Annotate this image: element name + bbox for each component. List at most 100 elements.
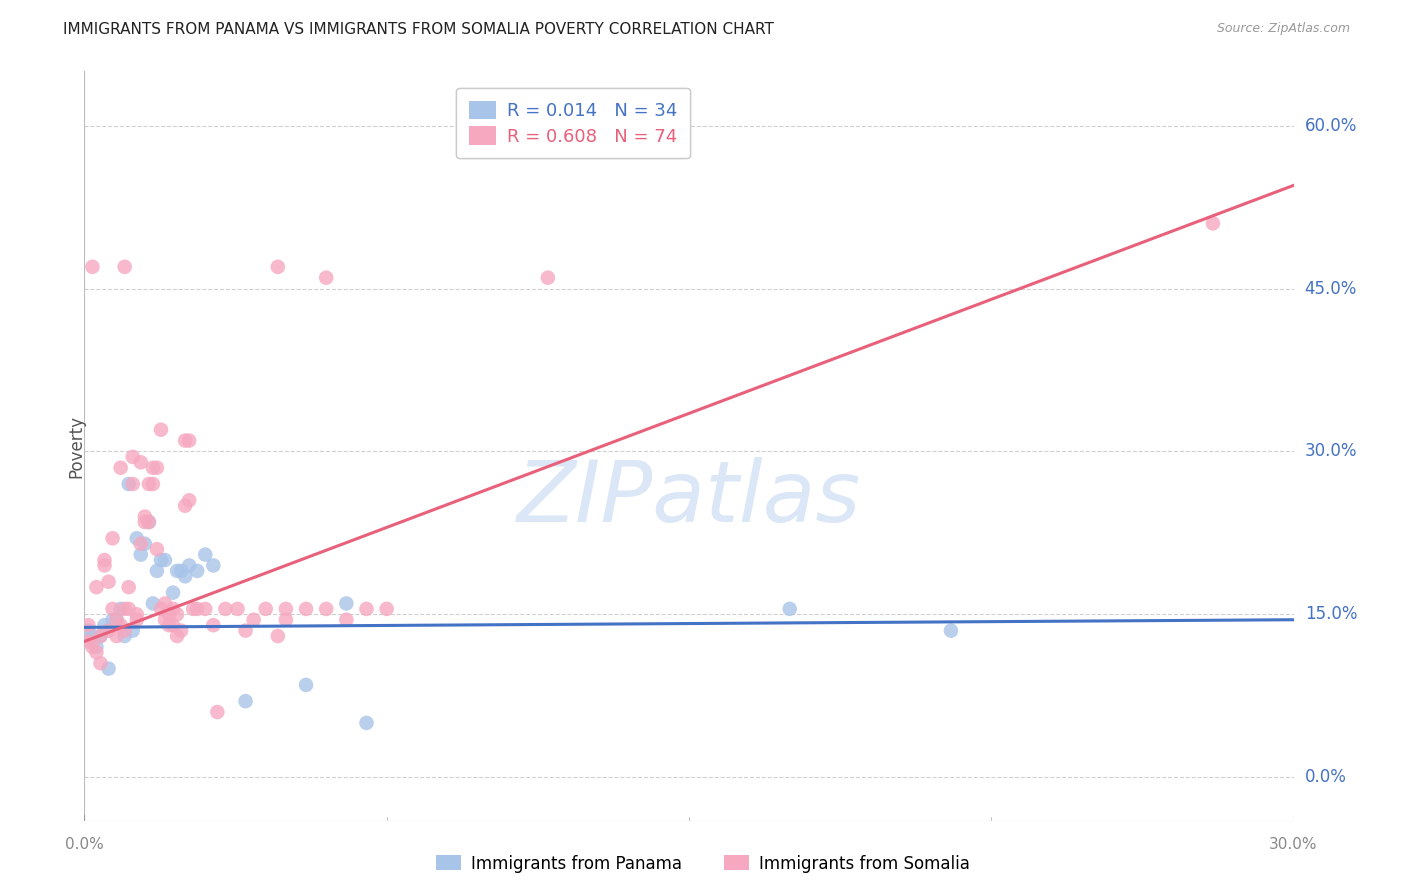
Point xyxy=(202,558,225,573)
Point xyxy=(89,629,111,643)
Point xyxy=(105,629,128,643)
Point xyxy=(142,477,165,491)
Point xyxy=(105,613,128,627)
Point xyxy=(93,558,115,573)
Text: 30.0%: 30.0% xyxy=(1305,442,1357,460)
Point xyxy=(110,618,132,632)
Text: ZIPatlas: ZIPatlas xyxy=(517,457,860,540)
Point xyxy=(153,597,176,611)
Point xyxy=(121,477,143,491)
Point xyxy=(142,460,165,475)
Point xyxy=(149,423,172,437)
Point xyxy=(138,477,160,491)
Point xyxy=(118,580,141,594)
Point xyxy=(356,602,378,616)
Point xyxy=(162,618,184,632)
Point xyxy=(138,515,160,529)
Point xyxy=(89,656,111,670)
Point xyxy=(335,613,357,627)
Point xyxy=(146,542,169,557)
Point xyxy=(174,499,197,513)
Point xyxy=(77,618,100,632)
Text: 15.0%: 15.0% xyxy=(1305,606,1357,624)
Point xyxy=(170,624,193,638)
Point xyxy=(153,553,176,567)
Point xyxy=(1202,216,1225,230)
Point xyxy=(114,629,136,643)
Point xyxy=(146,564,169,578)
Point xyxy=(295,602,318,616)
Point xyxy=(315,270,337,285)
Point xyxy=(77,624,100,638)
Point xyxy=(77,634,100,648)
Point xyxy=(149,602,172,616)
Point xyxy=(162,602,184,616)
Point xyxy=(162,585,184,599)
Point xyxy=(142,597,165,611)
Point xyxy=(186,564,208,578)
Point xyxy=(537,270,560,285)
Point xyxy=(101,613,124,627)
Point xyxy=(110,460,132,475)
Point xyxy=(356,715,378,730)
Point xyxy=(235,694,257,708)
Point xyxy=(174,434,197,448)
Point xyxy=(174,569,197,583)
Point xyxy=(153,613,176,627)
Point xyxy=(97,662,120,676)
Point xyxy=(114,624,136,638)
Text: 30.0%: 30.0% xyxy=(1270,837,1317,852)
Point xyxy=(86,645,108,659)
Point xyxy=(194,602,217,616)
Point xyxy=(235,624,257,638)
Point xyxy=(129,548,152,562)
Point xyxy=(125,607,148,622)
Point xyxy=(207,705,229,719)
Point xyxy=(101,531,124,545)
Point xyxy=(194,548,217,562)
Point xyxy=(121,450,143,464)
Point xyxy=(114,602,136,616)
Legend: R = 0.014   N = 34, R = 0.608   N = 74: R = 0.014 N = 34, R = 0.608 N = 74 xyxy=(456,88,690,158)
Point xyxy=(202,618,225,632)
Point xyxy=(226,602,249,616)
Point xyxy=(157,607,180,622)
Point xyxy=(274,602,297,616)
Point xyxy=(138,515,160,529)
Text: IMMIGRANTS FROM PANAMA VS IMMIGRANTS FROM SOMALIA POVERTY CORRELATION CHART: IMMIGRANTS FROM PANAMA VS IMMIGRANTS FRO… xyxy=(63,22,775,37)
Point xyxy=(129,537,152,551)
Point xyxy=(179,493,201,508)
Point xyxy=(181,602,204,616)
Text: 60.0%: 60.0% xyxy=(1305,117,1357,135)
Text: 0.0%: 0.0% xyxy=(65,837,104,852)
Point xyxy=(97,574,120,589)
Point xyxy=(89,629,111,643)
Point xyxy=(121,624,143,638)
Point xyxy=(114,260,136,274)
Point xyxy=(86,580,108,594)
Point xyxy=(214,602,236,616)
Point xyxy=(134,537,156,551)
Point xyxy=(170,564,193,578)
Point xyxy=(82,629,104,643)
Point xyxy=(335,597,357,611)
Point xyxy=(118,602,141,616)
Text: 0.0%: 0.0% xyxy=(1305,768,1347,786)
Text: Source: ZipAtlas.com: Source: ZipAtlas.com xyxy=(1216,22,1350,36)
Point xyxy=(82,640,104,654)
Point xyxy=(134,509,156,524)
Point xyxy=(129,455,152,469)
Point xyxy=(86,640,108,654)
Point xyxy=(125,531,148,545)
Point xyxy=(242,613,264,627)
Point xyxy=(267,260,290,274)
Point xyxy=(134,515,156,529)
Point xyxy=(101,602,124,616)
Point xyxy=(118,477,141,491)
Point xyxy=(166,629,188,643)
Point xyxy=(105,613,128,627)
Point xyxy=(93,553,115,567)
Point xyxy=(375,602,398,616)
Point xyxy=(315,602,337,616)
Legend: Immigrants from Panama, Immigrants from Somalia: Immigrants from Panama, Immigrants from … xyxy=(430,848,976,880)
